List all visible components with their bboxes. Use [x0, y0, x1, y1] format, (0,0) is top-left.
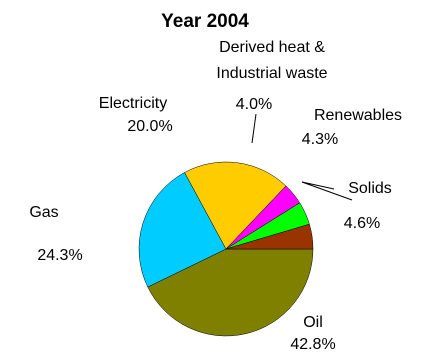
slice-label-derived-heat-industrial-waste-line-2: Industrial waste [216, 65, 327, 82]
slice-electricity [184, 161, 287, 250]
leader-line-solids [301, 181, 353, 201]
pie-slices [138, 161, 314, 337]
slice-oil [147, 248, 314, 337]
slice-value-solids: 4.6% [344, 215, 380, 232]
slice-label-derived-heat-industrial-waste-line-1: Derived heat & [219, 39, 325, 56]
slice-label-renewables-line-1: Renewables [314, 107, 402, 124]
leader-lines [251, 113, 353, 201]
slice-labels: Oil 42.8% Gas 24.3% Electricity 20.0% Derived … [29, 39, 402, 353]
slice-value-oil: 42.8% [290, 336, 335, 353]
slice-label-gas-line-1: Gas [29, 204, 58, 221]
slice-solids [225, 223, 314, 250]
slice-value-renewables: 4.3% [302, 131, 338, 148]
leader-line-derived-heat-industrial-waste [251, 113, 257, 144]
slice-label-electricity-line-1: Electricity [99, 95, 167, 112]
slice-value-gas: 24.3% [37, 247, 82, 264]
slice-value-derived-heat-industrial-waste: 4.0% [236, 96, 272, 113]
slice-gas [138, 172, 227, 288]
chart-title: Year 2004 [161, 11, 249, 32]
slice-value-electricity: 20.0% [127, 118, 172, 135]
slice-label-oil-line-1: Oil [303, 314, 323, 331]
slice-label-solids-line-1: Solids [348, 180, 392, 197]
